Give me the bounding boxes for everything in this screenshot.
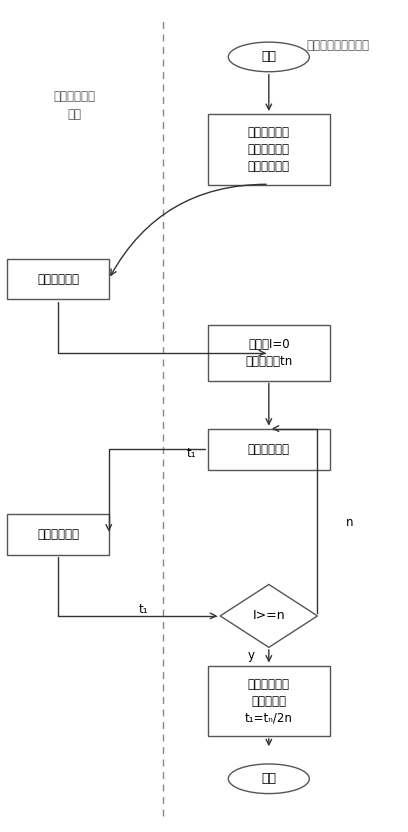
Text: 回复响应应答: 回复响应应答	[37, 273, 79, 285]
Text: 制动信号敏感
电路: 制动信号敏感 电路	[53, 90, 95, 121]
Text: t₁: t₁	[138, 603, 148, 616]
Text: 呼叫制动信号
敏感电路，建
立点对点信道: 呼叫制动信号 敏感电路，建 立点对点信道	[248, 126, 290, 173]
Text: 初始化I=0
开启计时器tn: 初始化I=0 开启计时器tn	[245, 338, 293, 368]
Text: 计算通讯与软
件处理延时
t₁=tₙ/2n: 计算通讯与软 件处理延时 t₁=tₙ/2n	[245, 677, 293, 725]
Text: 发送延时测试: 发送延时测试	[248, 443, 290, 456]
Text: 结束: 结束	[262, 772, 276, 785]
Text: 制动下滑量检测装置: 制动下滑量检测装置	[306, 39, 369, 52]
Text: I>=n: I>=n	[253, 609, 285, 622]
Text: n: n	[346, 516, 353, 529]
Text: 开始: 开始	[262, 51, 276, 63]
Text: t₁: t₁	[187, 448, 197, 460]
Text: y: y	[248, 649, 255, 662]
Text: 回复延时测试: 回复延时测试	[37, 528, 79, 541]
